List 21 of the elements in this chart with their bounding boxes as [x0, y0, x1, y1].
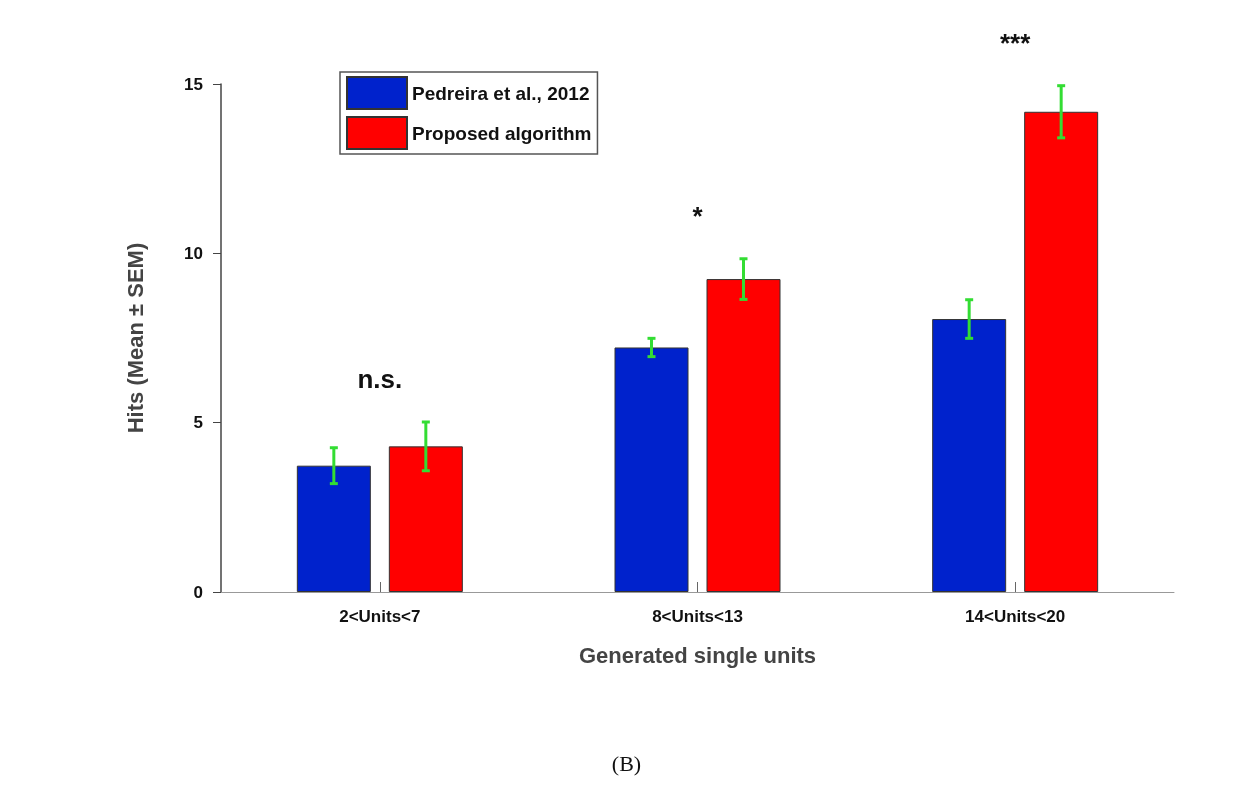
bar — [296, 465, 371, 592]
y-axis-title: Hits (Mean ± SEM) — [122, 242, 148, 434]
x-tick-label: 14<Units<20 — [965, 607, 1066, 626]
bar — [706, 279, 781, 592]
bar — [388, 446, 463, 592]
text: *** — [999, 27, 1032, 58]
y-tick-label: 15 — [184, 74, 203, 94]
annotation: n.s. — [357, 363, 403, 394]
bar — [1024, 111, 1099, 592]
bar — [614, 347, 689, 592]
y-tick-label: 5 — [193, 413, 203, 433]
legend-label: Pedreira et al., 2012 — [412, 82, 590, 104]
bar — [932, 319, 1007, 592]
y-tick-label: 0 — [193, 582, 203, 602]
legend-label: Proposed algorithm — [412, 122, 592, 144]
text: (B) — [610, 751, 643, 777]
x-tick-label: 2<Units<7 — [339, 607, 421, 626]
annotation: * — [692, 200, 704, 231]
x-axis-title: Generated single units — [578, 642, 817, 668]
x-tick-label: 8<Units<13 — [652, 607, 743, 626]
y-tick-label: 10 — [184, 243, 203, 263]
